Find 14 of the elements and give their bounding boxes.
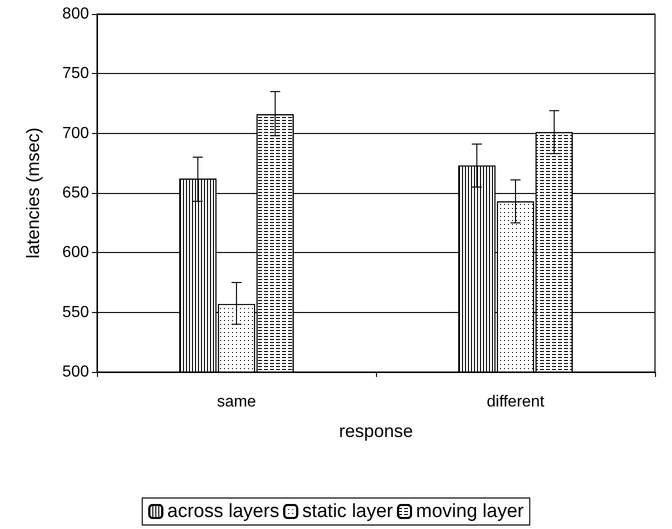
y-tick-label: 750 [62, 65, 90, 82]
x-tick-label: same [216, 394, 256, 410]
x-tick-label: different [486, 394, 545, 410]
y-tick-label: 800 [62, 6, 90, 22]
y-tick-label: 600 [62, 244, 90, 262]
y-tick-label: 500 [62, 364, 90, 380]
x-axis-title: response [338, 421, 414, 441]
y-tick-label: 550 [62, 304, 90, 321]
y-tick-label: 650 [62, 184, 90, 202]
legend-label: moving layer [416, 501, 524, 522]
legend-label: across layers [167, 501, 280, 522]
y-axis-title: latencies (msec) [23, 127, 43, 259]
y-tick-label: 700 [62, 124, 90, 142]
legend-label: static layer [302, 501, 394, 522]
